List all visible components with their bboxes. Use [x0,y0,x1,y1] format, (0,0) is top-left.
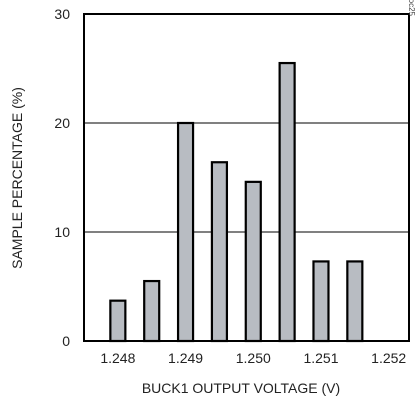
x-tick-label: 1.251 [303,350,338,366]
bar-8 [346,260,364,343]
x-tick-label: 1.252 [371,350,406,366]
y-axis-title: SAMPLE PERCENTAGE (%) [9,87,25,269]
bar-7 [312,260,330,343]
bars [109,61,364,343]
bar-5 [244,180,262,343]
y-tick-label: 10 [54,224,70,240]
x-axis-title: BUCK1 OUTPUT VOLTAGE (V) [142,380,340,396]
x-tick-label: 1.248 [100,350,135,366]
figure-id-watermark: MAX18161toc25 [407,0,416,17]
bar-3 [176,121,195,343]
y-tick-labels: 0 10 20 30 [54,6,70,349]
bar-4 [210,161,229,343]
y-tick-label: 20 [54,115,70,131]
y-tick-label: 30 [54,6,70,22]
y-tick-label: 0 [62,333,70,349]
x-tick-labels: 1.248 1.249 1.250 1.251 1.252 [100,350,406,366]
bar-2 [143,279,161,343]
x-tick-label: 1.249 [168,350,203,366]
bar-1 [109,299,127,343]
bar-6 [278,61,296,343]
plot-frame [83,13,410,342]
x-tick-label: 1.250 [236,350,271,366]
